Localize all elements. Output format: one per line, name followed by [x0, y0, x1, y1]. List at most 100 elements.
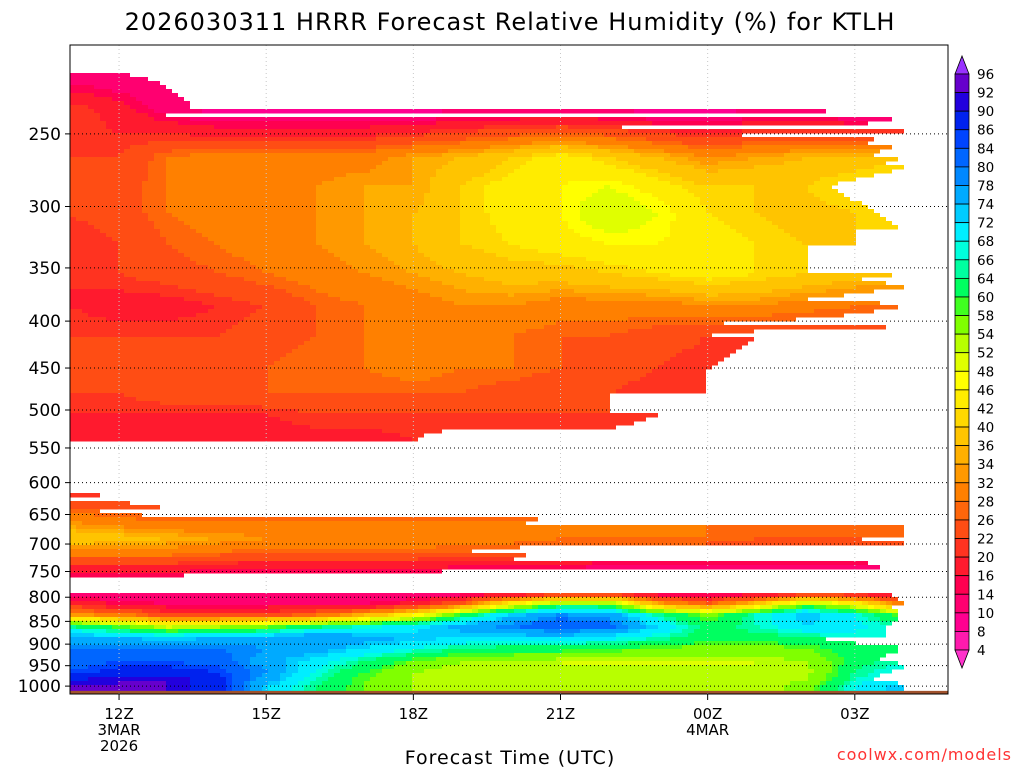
colorbar-label: 20 [977, 550, 994, 566]
rh-cell [70, 333, 220, 338]
rh-cell [844, 121, 868, 126]
rh-cell [490, 181, 568, 186]
colorbar-label: 16 [977, 569, 994, 585]
rh-cell [790, 597, 796, 602]
rh-cell [70, 389, 268, 394]
credit-link[interactable]: coolwx.com/models [837, 745, 1012, 764]
rh-cell [892, 613, 898, 618]
rh-cell [412, 173, 436, 178]
rh-cell [70, 553, 172, 558]
rh-cell [118, 617, 148, 622]
rh-cell [250, 673, 262, 678]
rh-cell [364, 233, 412, 238]
rh-cell [286, 661, 298, 666]
rh-cell [100, 597, 406, 602]
rh-cell [232, 677, 250, 682]
rh-cell [754, 597, 766, 602]
rh-cell [112, 625, 130, 630]
rh-cell [496, 605, 508, 610]
rh-cell [232, 673, 250, 678]
rh-cell [316, 185, 364, 190]
rh-cell [178, 317, 244, 322]
rh-cell [490, 597, 502, 602]
colorbar-swatch [954, 333, 970, 354]
rh-cell [346, 261, 394, 266]
rh-cell [442, 165, 496, 170]
rh-cell [628, 129, 670, 134]
rh-cell [880, 597, 898, 602]
rh-cell [532, 153, 556, 158]
rh-cell [634, 601, 640, 606]
rh-cell [514, 149, 610, 154]
rh-cell [778, 593, 796, 598]
rh-cell [316, 313, 364, 318]
rh-cell [70, 353, 286, 358]
rh-cell [412, 181, 430, 186]
rh-cell [412, 241, 460, 246]
rh-cell [388, 157, 412, 162]
rh-cell [736, 609, 742, 614]
rh-cell [430, 601, 442, 606]
rh-cell [754, 621, 772, 626]
rh-cell [814, 605, 826, 610]
rh-cell [748, 273, 796, 278]
rh-cell [550, 145, 568, 150]
rh-cell [802, 629, 856, 634]
rh-cell [226, 649, 262, 654]
rh-cell [190, 153, 406, 158]
rh-cell [148, 169, 166, 174]
rh-cell [70, 365, 268, 370]
rh-cell [592, 225, 640, 230]
rh-cell [700, 609, 712, 614]
colorbar-swatch [954, 519, 970, 539]
rh-cell [850, 673, 868, 678]
rh-cell [244, 681, 250, 686]
rh-cell [160, 281, 256, 286]
rh-cell [538, 249, 754, 254]
rh-cell [466, 601, 472, 606]
rh-cell [490, 221, 568, 226]
rh-cell [838, 673, 850, 678]
rh-cell [712, 601, 718, 606]
rh-cell [658, 169, 706, 174]
rh-cell [814, 685, 820, 690]
rh-cell [832, 281, 886, 286]
rh-cell [388, 613, 394, 618]
rh-cell [268, 681, 280, 686]
rh-cell [448, 645, 496, 650]
rh-cell [178, 285, 274, 290]
rh-cell [256, 645, 346, 650]
rh-cell [646, 597, 652, 602]
rh-cell [364, 361, 514, 366]
rh-cell [70, 125, 106, 130]
rh-cell [448, 149, 484, 154]
rh-cell [70, 93, 94, 98]
rh-cell [208, 669, 226, 674]
rh-cell [184, 633, 274, 638]
rh-cell [856, 597, 874, 602]
rh-cell [646, 117, 742, 122]
rh-cell [742, 141, 868, 146]
rh-cell [436, 617, 454, 622]
rh-cell [148, 165, 166, 170]
rh-cell [364, 681, 412, 686]
rh-cell [412, 677, 808, 682]
rh-cell [70, 281, 160, 286]
rh-cell [364, 217, 412, 222]
rh-cell [166, 237, 208, 242]
rh-cell [70, 209, 142, 214]
rh-cell [430, 189, 460, 194]
rh-cell [316, 289, 418, 294]
colorbar-max-arrow [954, 54, 970, 75]
rh-cell [418, 245, 472, 250]
rh-cell [376, 145, 412, 150]
rh-cell [70, 629, 82, 634]
rh-cell [316, 213, 364, 218]
rh-cell [676, 621, 688, 626]
colorbar-label: 4 [977, 643, 986, 659]
colorbar-label: 60 [977, 290, 994, 306]
rh-cell [700, 197, 754, 202]
rh-cell [406, 269, 454, 274]
rh-cell [70, 137, 376, 142]
rh-cell [280, 357, 364, 362]
